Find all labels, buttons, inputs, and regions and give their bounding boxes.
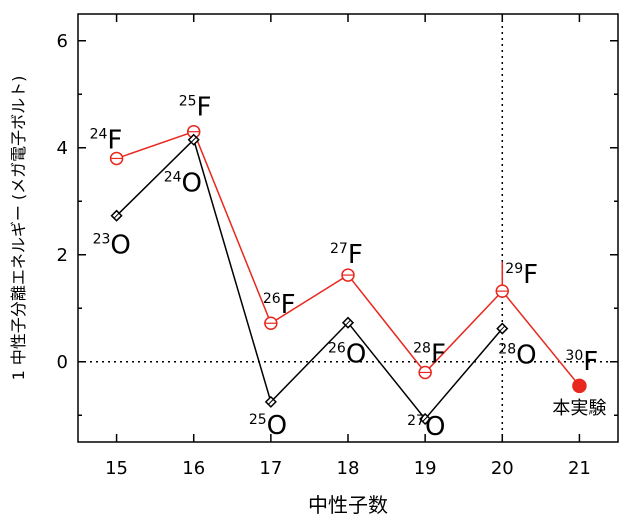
isotope-element: O [346,340,366,370]
isotope-element: O [110,231,130,261]
isotope-element: F [107,125,122,155]
isotope-element: F [431,339,446,369]
isotope-mass-number: 23 [93,232,111,248]
isotope-element: F [197,93,212,123]
isotope-mass-number: 25 [179,94,197,110]
isotope-label-27O: 27O [407,412,445,442]
isotope-element: O [425,412,445,442]
y-axis-label: 1 中性子分離エネルギー (メガ電子ボルト) [9,76,28,381]
O-point-slash [344,319,352,327]
isotope-label-26F: 26F [263,290,296,320]
O-point-slash [267,398,275,406]
isotope-label-30F: 30F [565,347,598,377]
isotope-label-28O: 28O [498,341,536,371]
y-tick-label: 6 [57,31,68,52]
isotope-mass-number: 26 [328,341,346,357]
x-axis-label: 中性子数 [308,493,388,517]
isotope-label-23O: 23O [93,231,131,261]
plot-frame [77,13,619,443]
isotope-mass-number: 29 [505,261,523,277]
O-point-slash [498,325,506,332]
isotope-element: O [182,169,202,199]
isotope-mass-number: 28 [413,340,431,356]
this-experiment-label: 本実験 [552,398,606,419]
isotope-mass-number: 24 [90,126,108,142]
isotope-mass-number: 25 [249,412,267,428]
F-point [572,378,587,394]
isotope-label-26O: 26O [328,340,366,370]
x-tick-label: 15 [105,458,128,479]
isotope-label-24O: 24O [164,169,202,199]
y-tick-label: 4 [57,138,68,159]
x-tick-label: 19 [414,458,437,479]
isotope-label-25O: 25O [249,411,287,441]
isotope-mass-number: 28 [498,342,516,358]
y-tick-label: 0 [57,352,68,373]
isotope-label-29F: 29F [505,260,538,290]
x-tick-label: 18 [337,458,360,479]
x-tick-label: 17 [259,458,282,479]
x-tick-label: 20 [491,458,514,479]
isotope-mass-number: 27 [407,413,425,429]
isotope-element: F [523,260,538,290]
isotope-element: O [516,341,536,371]
isotope-mass-number: 26 [263,291,281,307]
isotope-mass-number: 24 [164,170,182,186]
isotope-element: F [281,290,296,320]
isotope-label-25F: 25F [179,93,212,123]
x-tick-label: 16 [182,458,205,479]
isotope-label-28F: 28F [413,339,446,369]
O-point-slash [421,415,429,423]
isotope-element: O [267,411,287,441]
x-tick-label: 21 [568,458,591,479]
O-series-line [116,138,503,421]
O-point-slash [113,212,120,220]
isotope-mass-number: 27 [330,241,348,257]
isotope-element: F [583,347,598,377]
isotope-label-24F: 24F [90,125,123,155]
O-point-slash [190,136,198,144]
isotope-label-27F: 27F [330,240,363,270]
isotope-mass-number: 30 [565,348,583,364]
isotope-element: F [348,240,363,270]
y-tick-label: 2 [57,245,68,266]
